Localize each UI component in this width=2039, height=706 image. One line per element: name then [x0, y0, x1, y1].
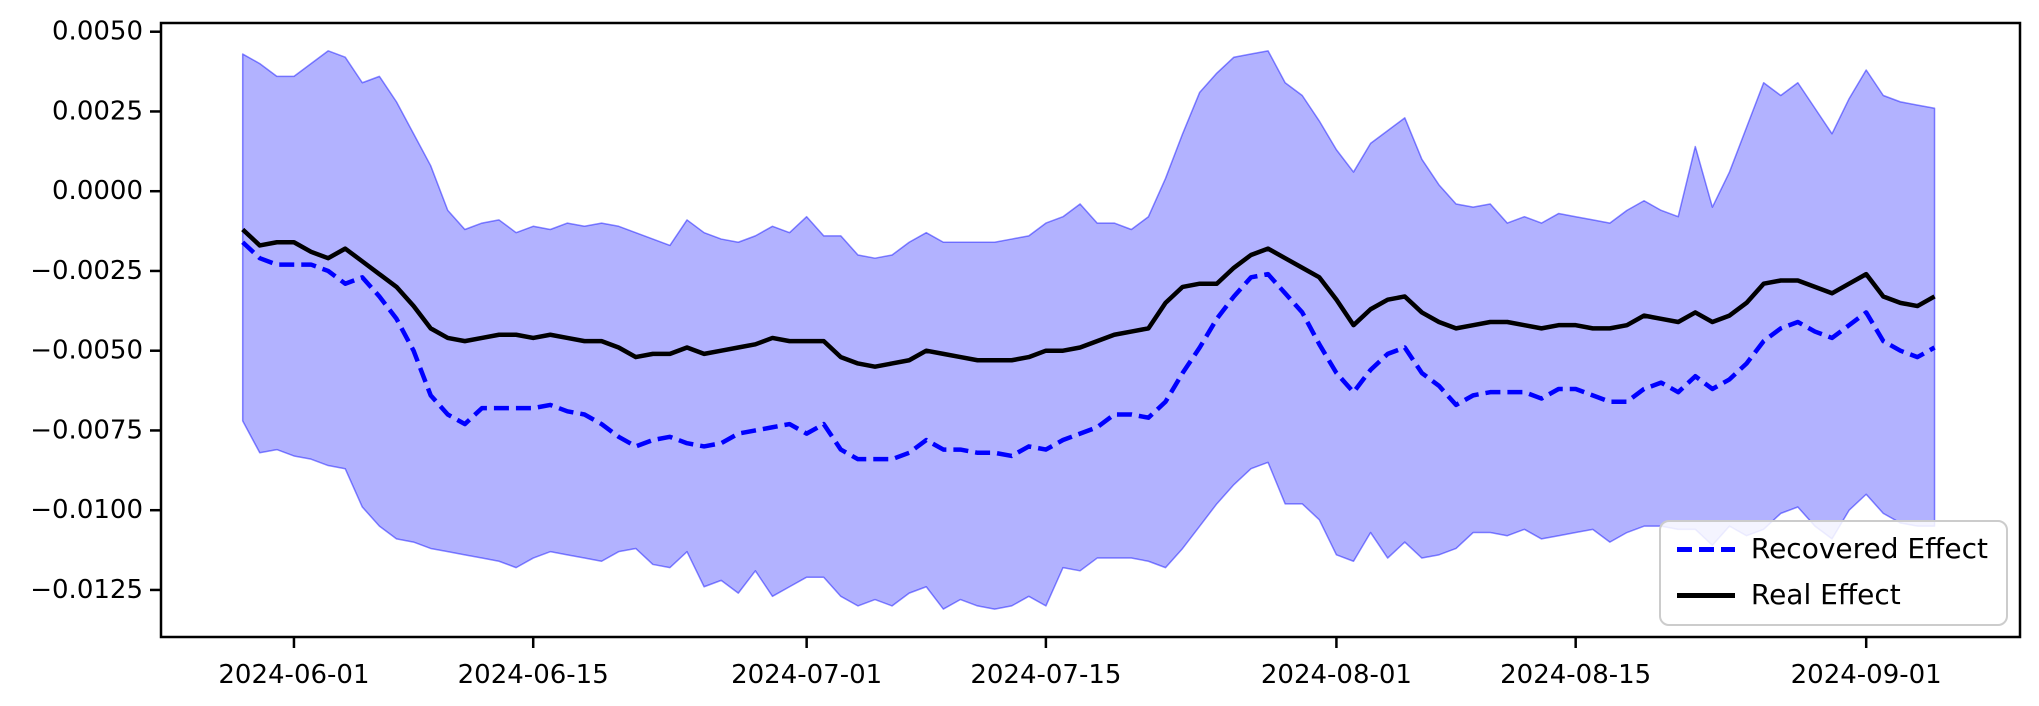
x-tick-label: 2024-07-15 — [970, 660, 1121, 690]
y-tick-label: 0.0050 — [52, 17, 143, 47]
y-tick-label: −0.0100 — [30, 495, 143, 525]
real-effect-line-sample-icon — [1676, 592, 1735, 598]
x-tick-label: 2024-08-01 — [1261, 660, 1412, 690]
legend-entry-real: Real Effect — [1676, 578, 1988, 612]
legend-label-real: Real Effect — [1750, 578, 1901, 611]
x-tick-label: 2024-06-15 — [458, 660, 609, 690]
recovered-effect-line-sample-icon — [1676, 546, 1735, 552]
y-tick-label: 0.0000 — [52, 176, 143, 206]
x-tick-label: 2024-07-01 — [731, 660, 882, 690]
legend: Recovered Effect Real Effect — [1658, 520, 2008, 626]
real-effect-line — [241, 227, 1936, 369]
y-tick-label: −0.0125 — [30, 575, 143, 605]
x-tick-label: 2024-09-01 — [1791, 660, 1942, 690]
y-tick-label: −0.0025 — [30, 256, 143, 286]
legend-entry-recovered: Recovered Effect — [1676, 532, 1988, 566]
x-tick-label: 2024-06-01 — [218, 660, 369, 690]
recovered-effect-line — [241, 240, 1936, 462]
legend-label-recovered: Recovered Effect — [1750, 532, 1988, 565]
x-tick-label: 2024-08-15 — [1500, 660, 1651, 690]
y-tick-label: 0.0025 — [52, 96, 143, 126]
y-tick-label: −0.0050 — [30, 336, 143, 366]
plot-spines — [159, 21, 2022, 639]
y-tick-label: −0.0075 — [30, 415, 143, 445]
